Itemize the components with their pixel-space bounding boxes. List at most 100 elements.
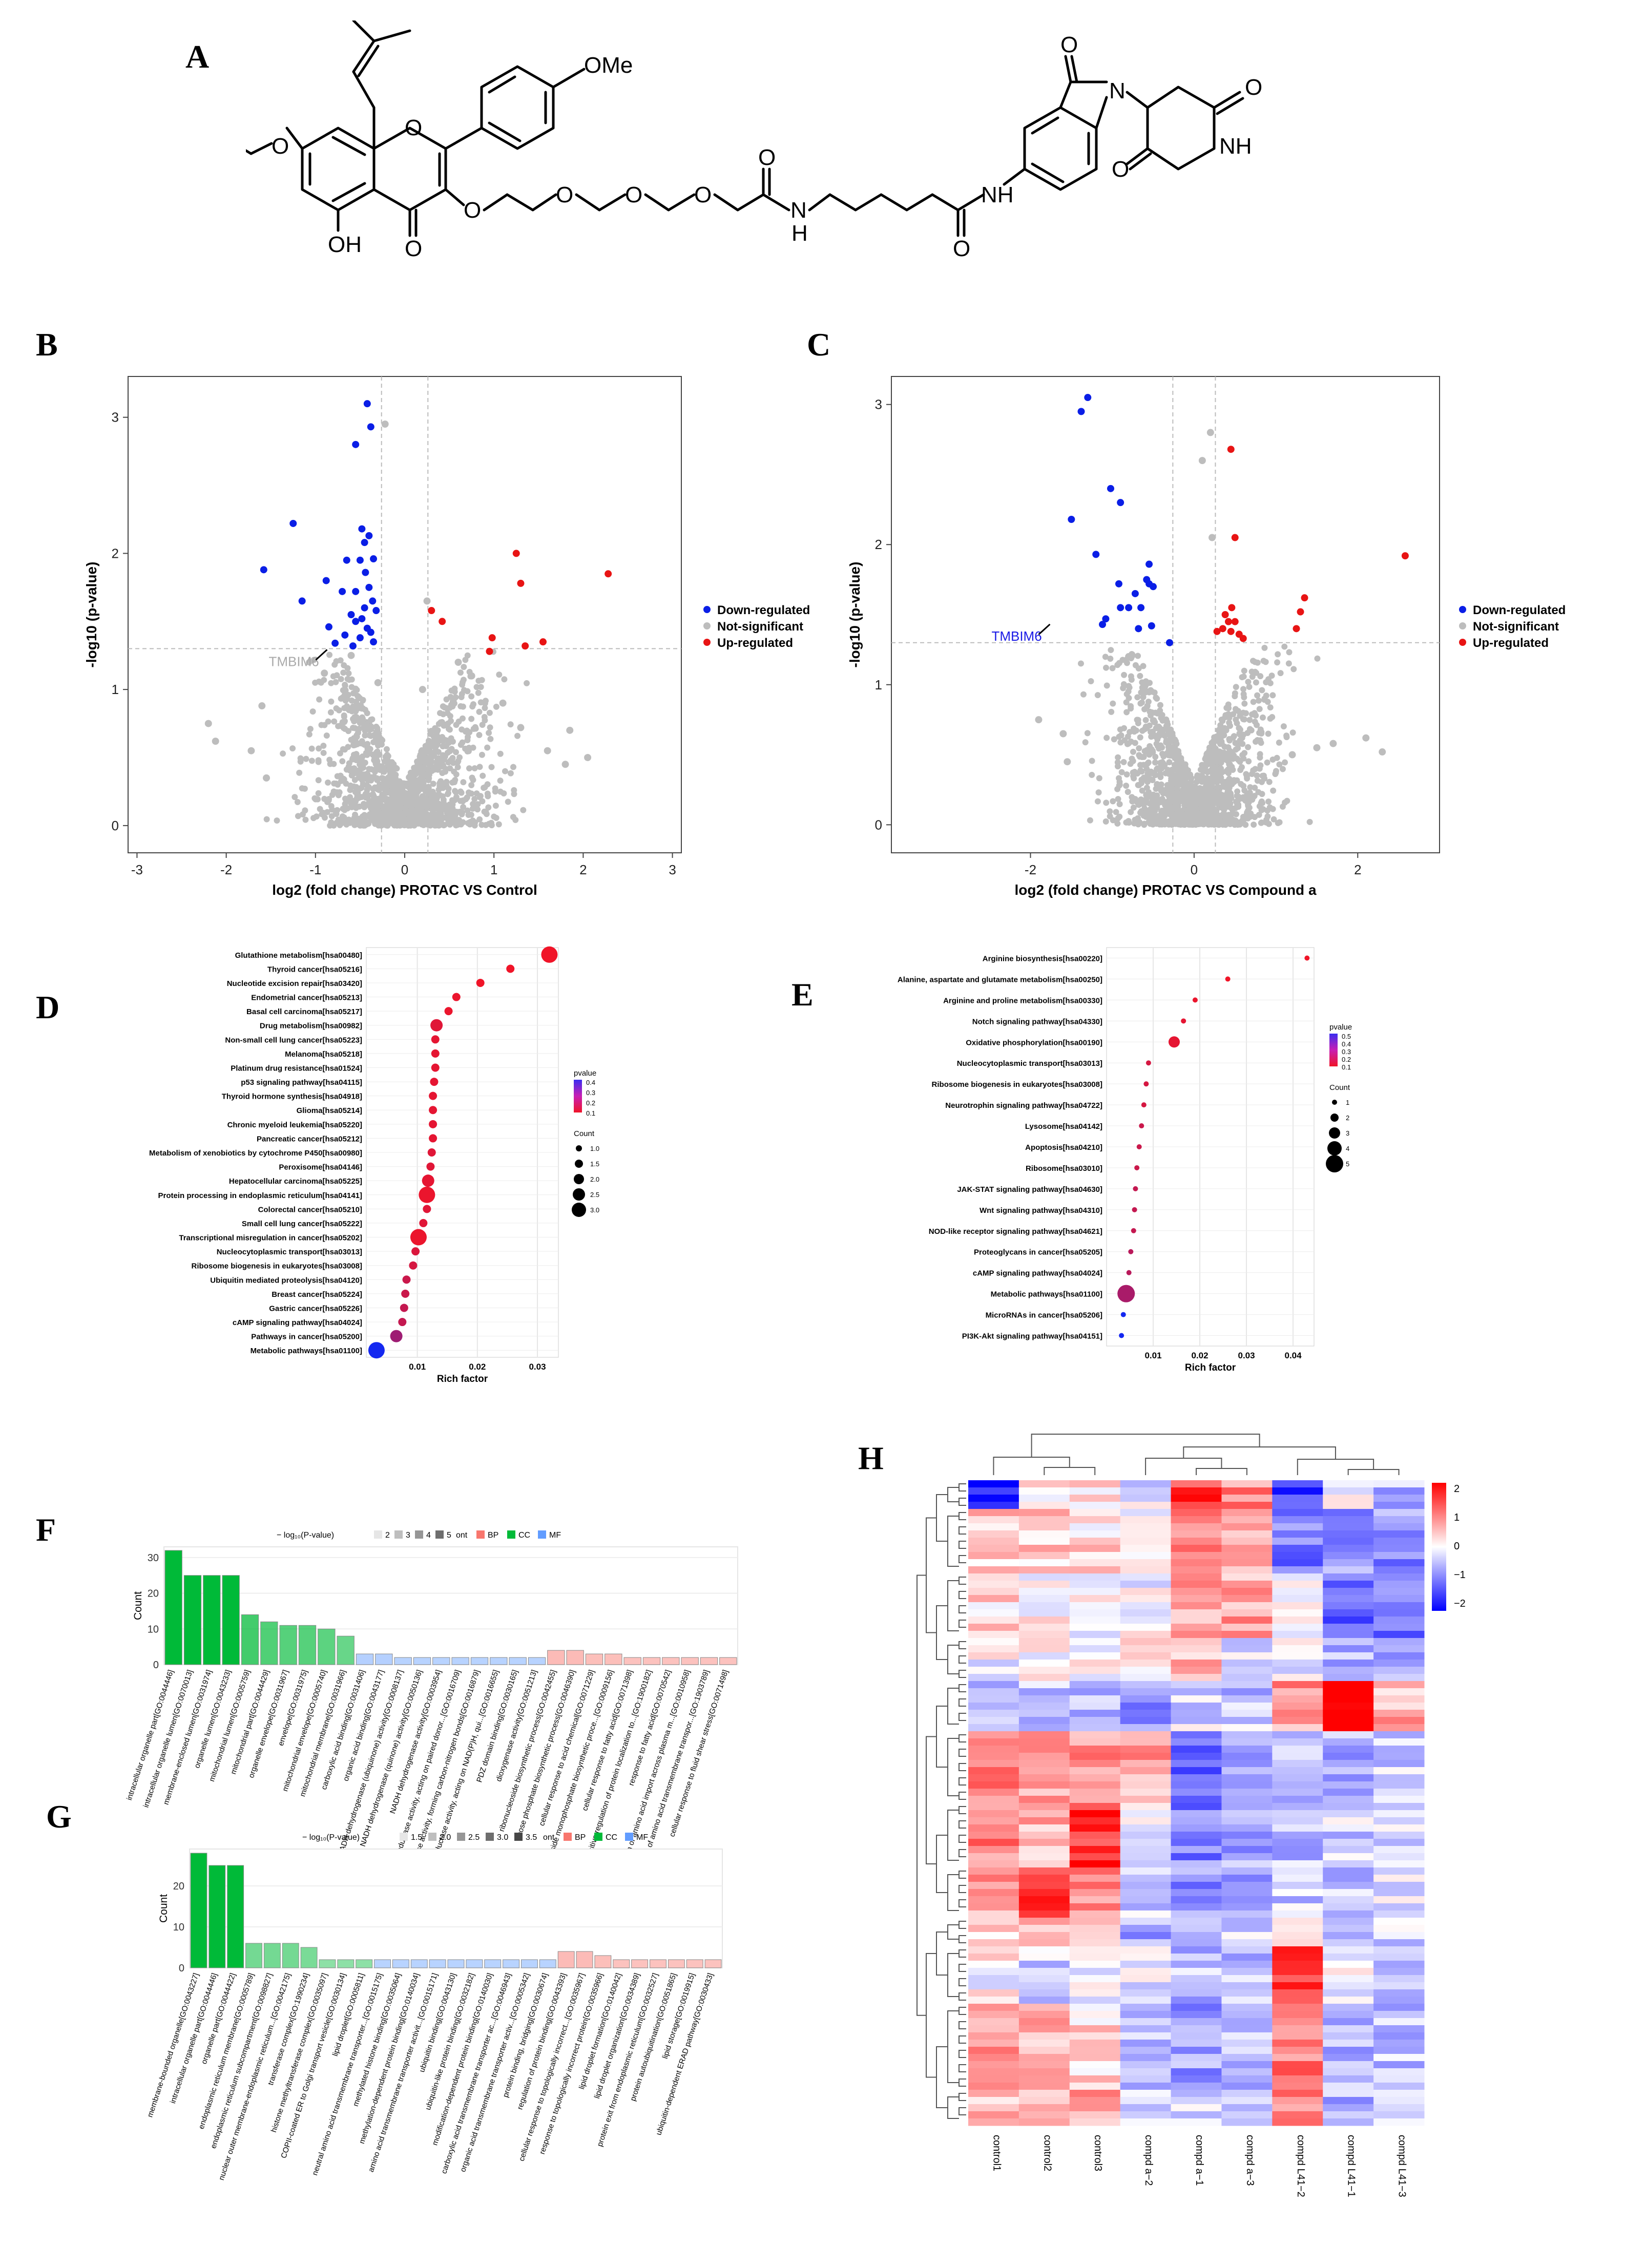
- point-not-significant: [1154, 696, 1160, 702]
- heatmap-cell: [1373, 2025, 1425, 2033]
- column-label: compd a−1: [1194, 2135, 1205, 2186]
- dendrogram-link: [926, 1953, 936, 2078]
- point-not-significant: [482, 698, 489, 704]
- point-not-significant: [1236, 730, 1243, 737]
- heatmap-cell: [968, 2004, 1019, 2011]
- point-not-significant: [459, 809, 466, 816]
- point-not-significant: [1229, 750, 1236, 757]
- heatmap-cell: [1069, 2083, 1121, 2090]
- point-not-significant: [1237, 767, 1244, 773]
- heatmap-cell: [1120, 1975, 1172, 1983]
- heatmap-cell: [1272, 1853, 1323, 1861]
- point-not-significant: [1102, 818, 1109, 825]
- heatmap-cell: [1221, 1502, 1273, 1509]
- dendrogram-link: [936, 1494, 948, 1542]
- point-not-significant: [352, 753, 359, 760]
- point-not-significant: [382, 822, 389, 828]
- heatmap-cell: [1323, 2047, 1374, 2054]
- heatmap-cell: [1069, 1480, 1121, 1488]
- heatmap-cell: [1171, 1731, 1222, 1739]
- heatmap-cell: [1069, 1939, 1121, 1947]
- heatmap-cell: [1120, 1595, 1172, 1603]
- heatmap-cell: [1120, 1903, 1172, 1911]
- heatmap-cell: [1221, 1545, 1273, 1552]
- heatmap-cell: [1120, 1624, 1172, 1631]
- series-up-regulated: [1213, 446, 1409, 642]
- heatmap-h: control1 control2 control3 compd a−2 compd a…: [916, 1434, 1466, 2197]
- point-not-significant: [1161, 732, 1168, 739]
- point-not-significant: [445, 802, 451, 809]
- point-not-significant: [1240, 673, 1247, 680]
- point-down-regulated: [1068, 516, 1075, 523]
- heatmap-cell: [1018, 1645, 1070, 1653]
- point-not-significant: [351, 776, 358, 783]
- heatmap-cell: [1272, 1545, 1323, 1552]
- point-not-significant: [440, 743, 446, 750]
- point-not-significant: [318, 722, 325, 728]
- point-not-significant: [388, 788, 394, 794]
- heatmap-cell: [1018, 1710, 1070, 1717]
- point-not-significant: [322, 814, 328, 821]
- heatmap-cell: [1171, 2004, 1222, 2011]
- heatmap-cell: [1018, 1631, 1070, 1639]
- label-n-amide-1: N: [790, 198, 807, 223]
- heatmap-cell: [968, 1681, 1019, 1689]
- data-dot: [1304, 955, 1310, 961]
- heatmap-cell: [1323, 2025, 1374, 2033]
- heatmap-cell: [1373, 1932, 1425, 1940]
- point-not-significant: [454, 659, 462, 666]
- heatmap-cell: [1272, 1896, 1323, 1904]
- heatmap-cell: [1323, 1480, 1374, 1488]
- heatmap-cell: [1373, 1982, 1425, 1990]
- heatmap-cell: [968, 1954, 1019, 1961]
- point-not-significant: [478, 751, 485, 758]
- point-not-significant: [493, 703, 499, 710]
- point-down-regulated: [356, 556, 364, 564]
- heatmap-cell: [1323, 1609, 1374, 1617]
- point-not-significant: [337, 750, 343, 757]
- legend-ont-label: MF: [549, 1531, 561, 1540]
- point-not-significant: [420, 779, 427, 786]
- heatmap-cell: [1221, 1523, 1273, 1531]
- heatmap-cell: [1323, 1954, 1374, 1961]
- heatmap-cell: [1018, 1968, 1070, 1976]
- heatmap-cell: [1171, 1487, 1222, 1495]
- point-not-significant: [492, 802, 499, 809]
- legend-ont-swatch: [564, 1833, 572, 1841]
- heatmap-cell: [1323, 1487, 1374, 1495]
- chemical-structure: OMe O OH O O O O O O O N H O NH O N O NH…: [246, 20, 1262, 261]
- heatmap-cell: [1272, 1674, 1323, 1682]
- heatmap-cell: [1069, 1588, 1121, 1595]
- point-not-significant: [497, 778, 504, 784]
- point-not-significant: [1263, 819, 1269, 826]
- point-not-significant: [339, 758, 346, 765]
- heatmap-cell: [1120, 1932, 1172, 1940]
- dendrogram-link: [959, 1670, 966, 1678]
- heatmap-cell: [1018, 2004, 1070, 2011]
- point-not-significant: [1258, 740, 1264, 746]
- data-dot: [430, 1019, 443, 1032]
- point-not-significant: [1245, 744, 1252, 750]
- point-not-significant: [457, 788, 464, 795]
- heatmap-cell: [1171, 1717, 1222, 1725]
- point-not-significant: [467, 818, 474, 825]
- heatmap-cell: [1069, 1559, 1121, 1567]
- bar: [337, 1635, 355, 1665]
- bar: [279, 1625, 297, 1665]
- heatmap-cell: [968, 1588, 1019, 1595]
- point-not-significant: [425, 790, 431, 796]
- point-not-significant: [1094, 692, 1101, 699]
- point-not-significant: [1241, 700, 1248, 707]
- legend-label: Not-significant: [717, 620, 803, 634]
- point-down-regulated: [1165, 639, 1173, 646]
- point-down-regulated: [349, 642, 357, 650]
- legend-shade-label: 2: [385, 1531, 390, 1540]
- heatmap-cell: [968, 1789, 1019, 1796]
- heatmap-cell: [968, 1523, 1019, 1531]
- category-label: Wnt signaling pathway[hsa04310]: [980, 1206, 1102, 1215]
- point-not-significant: [1260, 772, 1267, 779]
- heatmap-cell: [1221, 1946, 1273, 1954]
- heatmap-cell: [1120, 2104, 1172, 2112]
- heatmap-cell: [1171, 2018, 1222, 2026]
